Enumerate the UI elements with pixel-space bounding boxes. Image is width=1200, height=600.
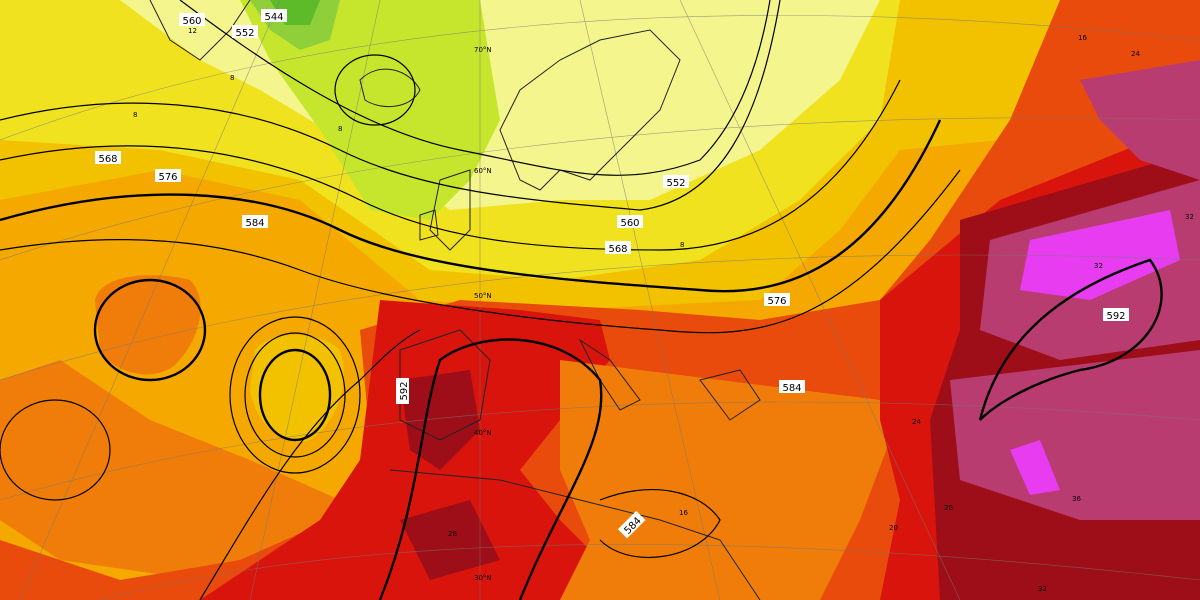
contour-584-africa [599, 489, 721, 559]
lat-label-50: 50°N [474, 292, 492, 300]
label-568-east: 568 [608, 244, 627, 255]
contour-592-east [978, 258, 1163, 421]
scandinavia-fill [480, 0, 720, 190]
label-592-asia: 592 [1106, 311, 1125, 322]
contour-576 [0, 119, 942, 293]
temp-label: 8 [680, 241, 684, 249]
contour-labels: 544 552 560 568 576 584 552 560 568 576 … [95, 9, 1129, 539]
lon-line-w10 [249, 0, 381, 600]
label-584: 584 [245, 218, 264, 229]
temp-label: 16 [679, 509, 688, 517]
lat-label-70: 70°N [474, 46, 492, 54]
label-552: 552 [235, 28, 254, 39]
temp-label: 36 [1072, 495, 1081, 503]
graticule-labels: 70°N 60°N 50°N 40°N 30°N [474, 46, 492, 582]
height-contours [0, 0, 1163, 600]
contour-568 [0, 79, 901, 251]
italy-coast [578, 338, 641, 411]
temp-label: 32 [1094, 262, 1103, 270]
contour-552 [179, 0, 771, 176]
label-560-east: 560 [620, 218, 639, 229]
ireland-coast [419, 209, 439, 241]
temperature-labels: 12 8 8 8 8 16 24 28 28 32 32 32 36 16 20… [133, 27, 1194, 593]
temp-label: 16 [1078, 34, 1087, 42]
lat-line-60 [0, 117, 1200, 261]
contour-592-west [378, 338, 603, 600]
hot-core-magenta-1 [1020, 210, 1180, 300]
cutoff-low-mid [244, 332, 346, 458]
temp-label: 20 [889, 524, 898, 532]
temp-label: 32 [1038, 585, 1047, 593]
lat-label-30: 30°N [474, 574, 492, 582]
cutoff-low-inner [258, 348, 332, 442]
lat-line-40 [0, 401, 1200, 501]
scandinavia-coast [499, 29, 681, 191]
hot-core-magenta-2 [1010, 440, 1060, 495]
temp-label: 8 [133, 111, 137, 119]
north-asia-plum [1080, 60, 1200, 180]
greece-coast [699, 369, 761, 421]
lat-line-30 [99, 544, 1200, 600]
contour-584 [0, 169, 961, 334]
middle-east-plum [950, 350, 1200, 520]
label-576-east: 576 [767, 296, 786, 307]
temp-label: 24 [912, 418, 921, 426]
temp-label: 12 [188, 27, 197, 35]
contour-588-sw [199, 329, 421, 600]
atlantic-contour-sw [0, 399, 111, 501]
atlantic-high-contour [93, 278, 207, 382]
britain-coast [429, 169, 471, 251]
north-africa-coast [389, 469, 761, 600]
mediterranean-orange [560, 360, 890, 600]
iberia-coast [399, 329, 491, 441]
temp-label: 8 [230, 74, 234, 82]
lat-line-50 [0, 254, 1200, 381]
morocco-hot-core [400, 500, 500, 580]
atlantic-warm-cell [95, 275, 201, 375]
label-568: 568 [98, 154, 117, 165]
coastlines [149, 0, 761, 600]
temp-label: 28 [944, 504, 953, 512]
lat-label-40: 40°N [474, 429, 492, 437]
iceland-low-contour [334, 54, 416, 126]
lat-label-60: 60°N [474, 167, 492, 175]
temp-label: 24 [1131, 50, 1140, 58]
label-584-east: 584 [782, 383, 801, 394]
lat-line-70 [0, 15, 1200, 141]
label-592-iberia: 592 [399, 381, 410, 400]
atlantic-orange [0, 360, 340, 580]
iberia-red [200, 300, 610, 600]
label-552-east: 552 [666, 178, 685, 189]
label-560: 560 [182, 16, 201, 27]
label-576: 576 [158, 172, 177, 183]
iceland-coast [359, 68, 421, 108]
label-544: 544 [264, 12, 283, 23]
cutoff-low-outer [229, 316, 361, 474]
atlantic-cold-cell [250, 335, 344, 442]
lon-line-e20 [679, 0, 961, 600]
temp-label: 32 [1185, 213, 1194, 221]
band-lime [240, 0, 500, 220]
contour-560 [0, 0, 781, 211]
temp-label: 28 [448, 530, 457, 538]
greenland-coast [149, 0, 251, 61]
temp-label: 8 [338, 125, 342, 133]
